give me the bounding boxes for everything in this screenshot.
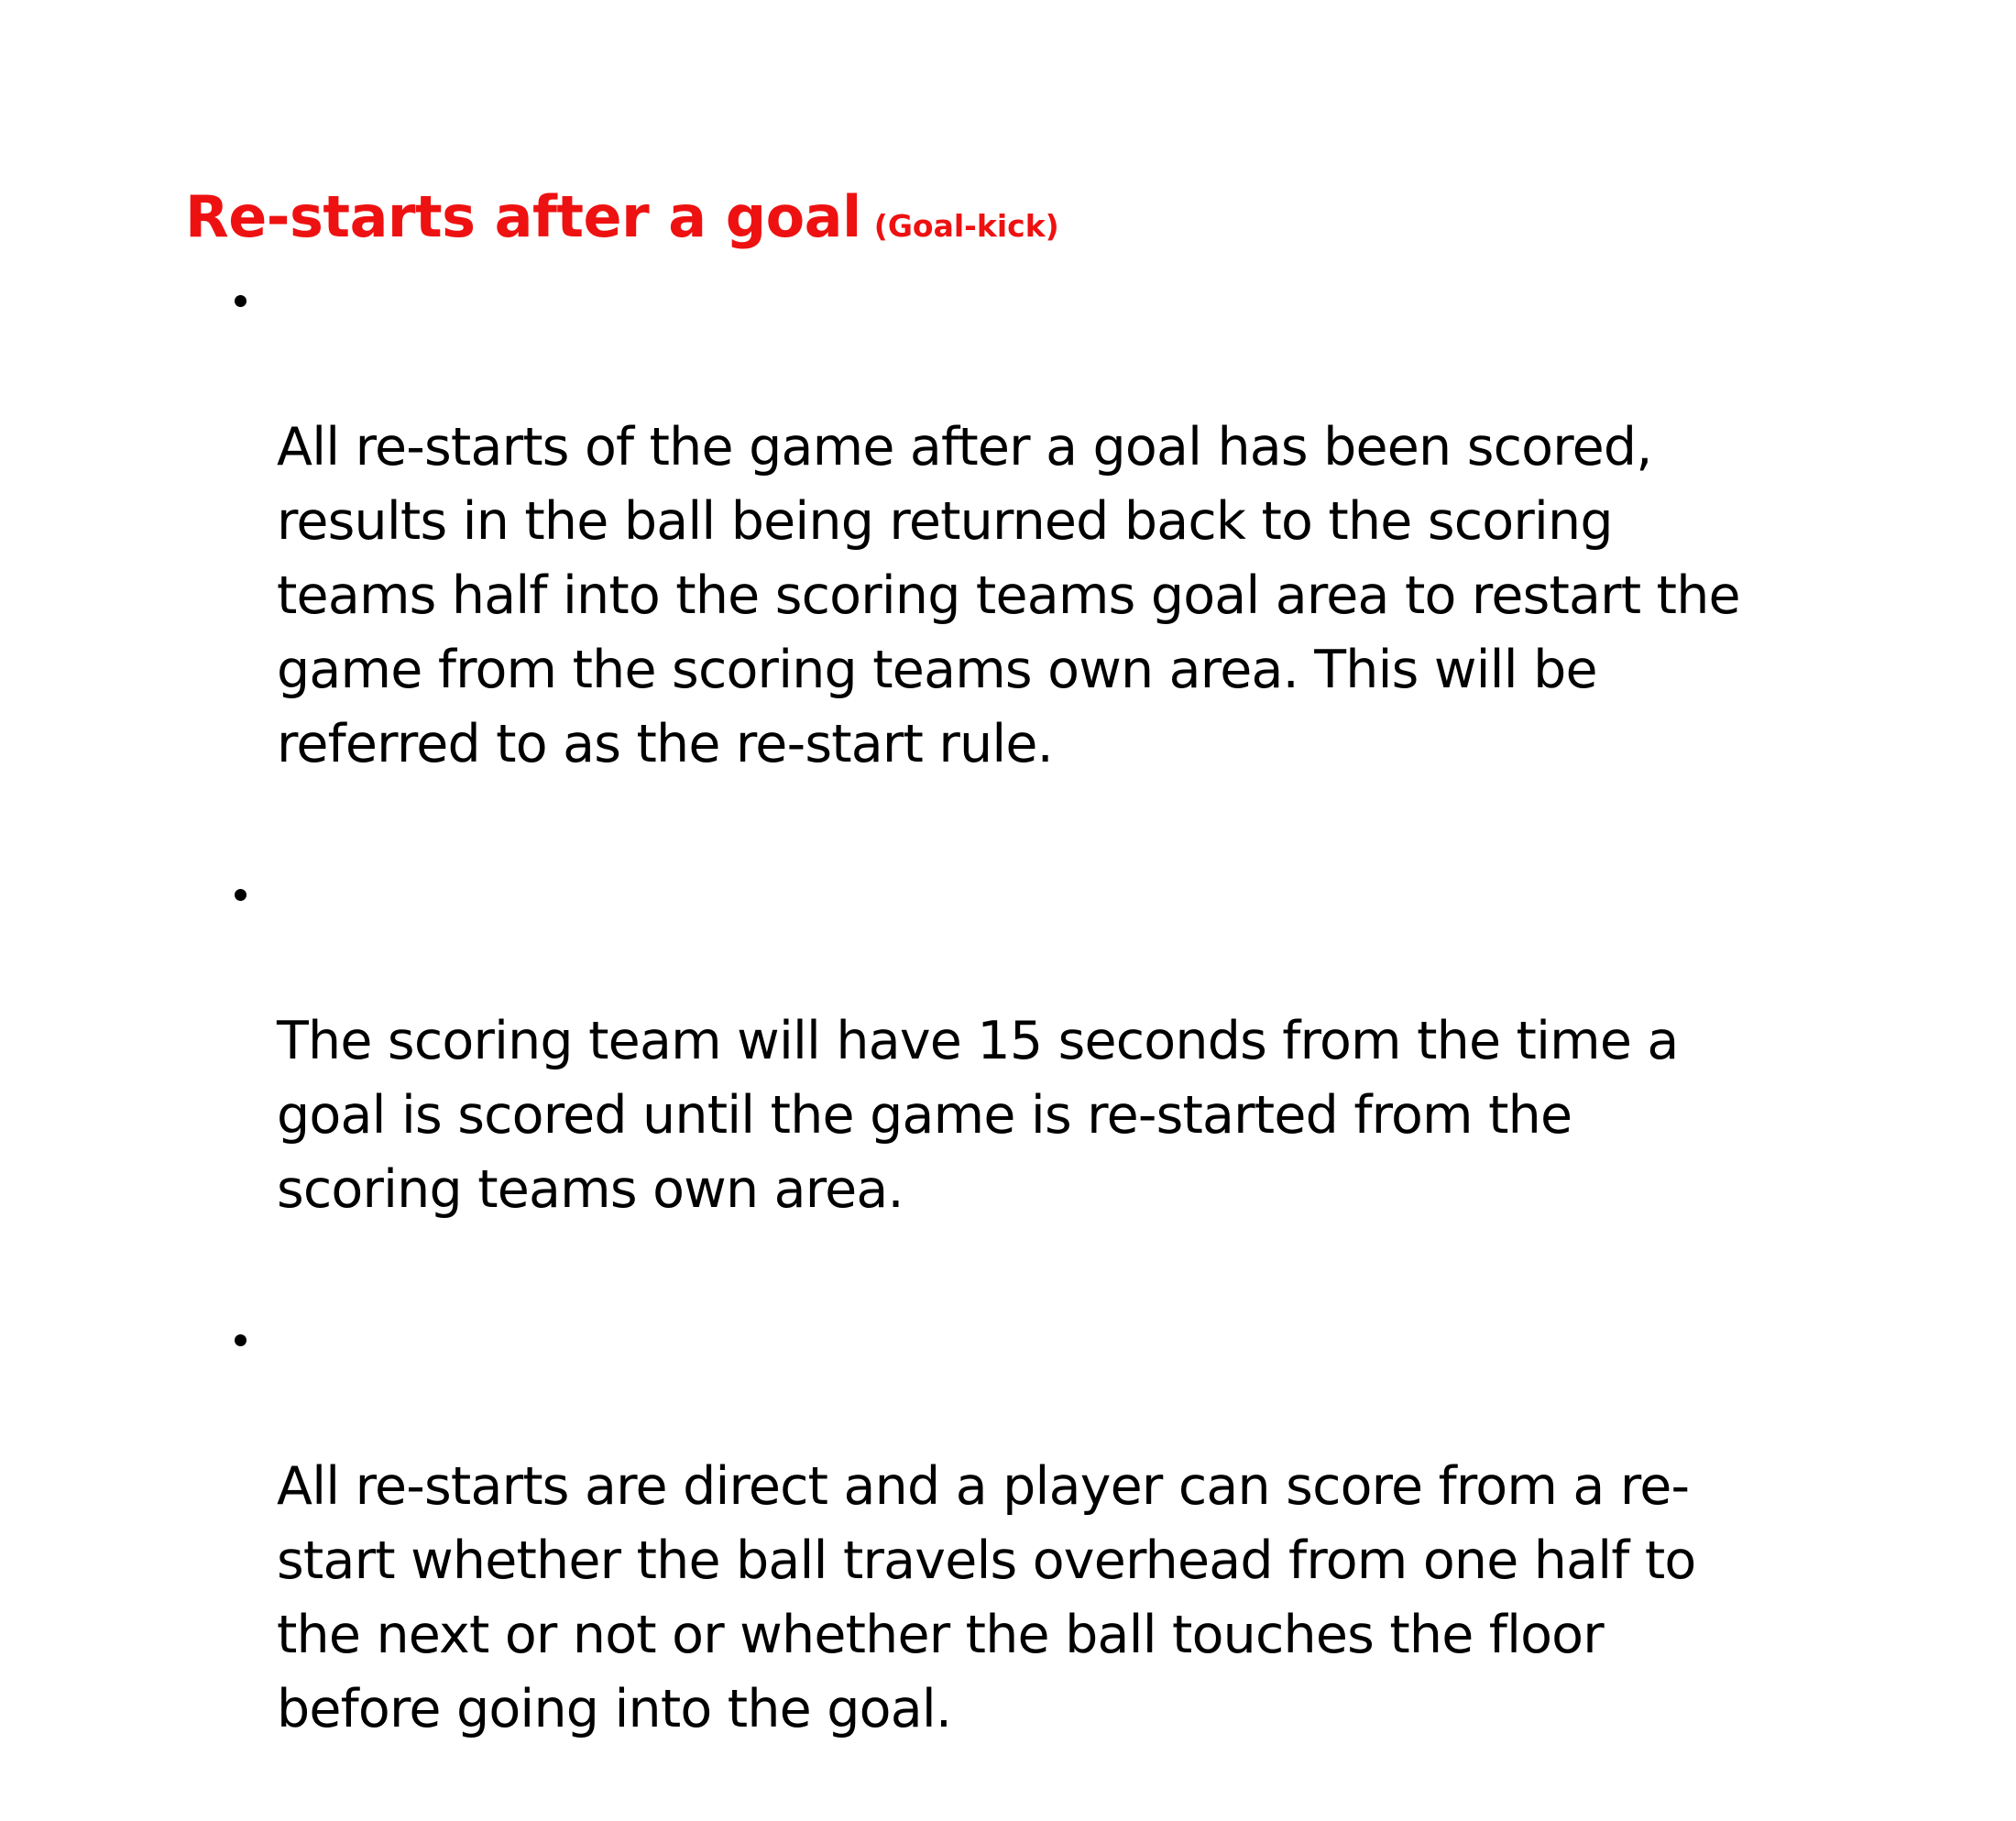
list-item: The scoring team will have 15 seconds fr… xyxy=(235,856,1847,1301)
bullet-dot-icon xyxy=(235,889,247,901)
heading-title: Re-starts after a goal xyxy=(185,183,861,250)
slide-heading: Re-starts after a goal (Goal-kick) xyxy=(185,189,1059,246)
list-item: All re-starts of the game after a goal h… xyxy=(235,262,1847,856)
bullet-dot-icon xyxy=(235,1334,247,1346)
list-item-text: The scoring team will have 15 seconds fr… xyxy=(277,1011,1679,1220)
list-item: All re-starts are direct and a player ca… xyxy=(235,1301,1847,1821)
list-item-text: All re-starts are direct and a player ca… xyxy=(277,1456,1696,1739)
list-item-text: All re-starts of the game after a goal h… xyxy=(277,417,1741,774)
bullet-list: All re-starts of the game after a goal h… xyxy=(235,262,1847,1821)
heading-subtitle: (Goal-kick) xyxy=(873,208,1059,244)
slide-page: Re-starts after a goal (Goal-kick) All re… xyxy=(185,188,1741,1739)
bullet-dot-icon xyxy=(235,295,247,307)
